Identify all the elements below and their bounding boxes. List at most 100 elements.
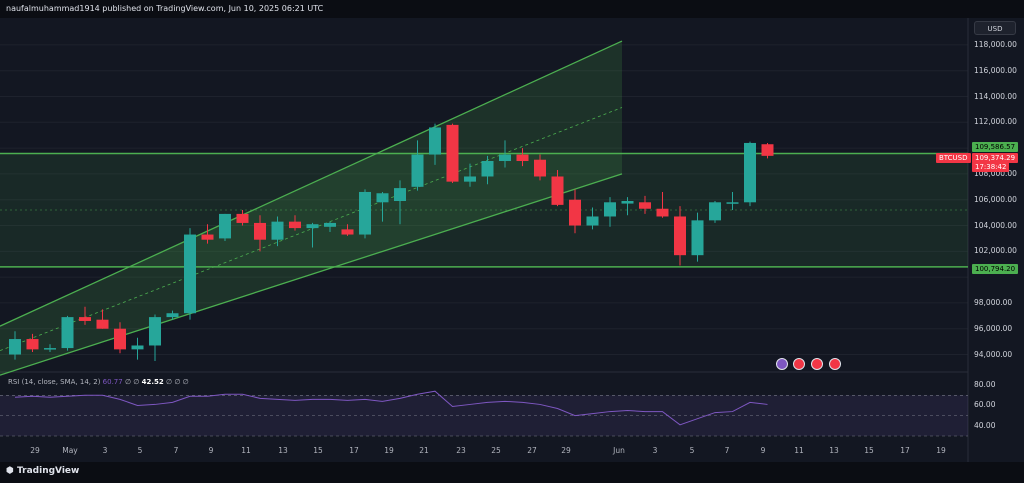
rsi-null-1: ∅ ∅: [124, 378, 140, 386]
candle-body: [709, 202, 721, 221]
candle-body: [569, 199, 581, 226]
brand-name: TradingView: [17, 466, 80, 476]
event-icon-3[interactable]: [811, 358, 823, 370]
price-label: 118,000.00: [974, 39, 1017, 49]
chart-bg: [0, 18, 968, 462]
ticker-tag: BTCUSD: [936, 153, 971, 163]
price-label: 98,000.00: [974, 297, 1013, 307]
currency-button[interactable]: USD: [974, 21, 1016, 35]
high-value: H110,348.61: [196, 20, 246, 29]
event-icon-1[interactable]: [776, 358, 788, 370]
candle-body: [149, 317, 161, 346]
candle-body: [656, 208, 669, 217]
candle-body: [621, 201, 634, 204]
time-label: 5: [137, 446, 143, 455]
time-label: 15: [313, 446, 323, 455]
countdown-tag: 17:38:42: [972, 162, 1010, 172]
candle-body: [551, 176, 564, 205]
price-label: 102,000.00: [974, 246, 1017, 256]
time-label: 19: [936, 446, 946, 455]
candle-body: [289, 221, 301, 229]
rsi-band: [0, 395, 968, 436]
time-label: 21: [419, 446, 429, 455]
time-label: 3: [102, 446, 108, 455]
publisher-bar: naufalmuhammad1914 published on TradingV…: [0, 0, 1024, 18]
candle-body: [446, 124, 459, 182]
ascending-channel: [0, 40, 623, 376]
rsi-title: RSI (14, close, SMA, 14, 2): [8, 378, 101, 386]
candle-body: [534, 159, 546, 177]
rsi-sma-value: 42.52: [141, 378, 164, 386]
candle-body: [9, 339, 21, 355]
channel-upper: [0, 40, 623, 327]
time-label: Jun: [613, 446, 625, 455]
time-label: 15: [864, 446, 874, 455]
candle-body: [184, 234, 196, 314]
candle-body: [236, 213, 249, 223]
candle-body: [639, 202, 651, 209]
candle-body: [411, 154, 424, 187]
time-label: 13: [278, 446, 288, 455]
time-label: 17: [900, 446, 910, 455]
channel-mid: [0, 107, 623, 352]
channel-fill: [0, 41, 622, 376]
candle-body: [604, 202, 616, 217]
candle-body: [674, 216, 686, 256]
price-label: 96,000.00: [974, 323, 1013, 333]
price-label: 112,000.00: [974, 117, 1017, 127]
close-value: C109,374.29: [305, 20, 354, 29]
rsi-panel: [0, 390, 968, 437]
candle-body: [96, 319, 109, 329]
candle-body: [516, 154, 529, 162]
open-value: O110,316.70: [141, 20, 191, 29]
rsi-legend: RSI (14, close, SMA, 14, 2) 60.77 ∅ ∅ 42…: [8, 378, 189, 386]
candle-body: [761, 144, 774, 156]
candle-body: [271, 221, 284, 240]
candles: [9, 123, 774, 361]
candle-body: [359, 191, 371, 235]
time-label: 5: [689, 446, 695, 455]
last-price-tag: 109,374.29: [972, 153, 1019, 163]
candle-body: [306, 224, 319, 229]
channel-lower: [0, 173, 623, 376]
event-icon-4[interactable]: [829, 358, 841, 370]
price-label: 104,000.00: [974, 220, 1017, 230]
time-label: 11: [241, 446, 251, 455]
rsi-axis-label: 60.00: [974, 400, 996, 410]
time-label: 27: [527, 446, 537, 455]
candle-body: [254, 222, 266, 240]
candle-body: [219, 213, 231, 239]
time-label: 11: [794, 446, 804, 455]
lower-level-tag: 100,794.20: [972, 264, 1019, 274]
time-label: 13: [829, 446, 839, 455]
rsi-null-2: ∅ ∅ ∅: [166, 378, 189, 386]
time-label: 3: [652, 446, 658, 455]
rsi-value: 60.77: [102, 378, 123, 386]
candle-body: [166, 313, 179, 318]
candle-body: [26, 339, 39, 350]
time-label: 23: [456, 446, 466, 455]
event-icon-2[interactable]: [793, 358, 805, 370]
range-zone: [0, 152, 968, 268]
time-label: 17: [349, 446, 359, 455]
candle-body: [114, 328, 126, 350]
tradingview-logo: ⬢ TradingView: [6, 466, 79, 476]
price-label: 106,000.00: [974, 194, 1017, 204]
rsi-axis-label: 80.00: [974, 380, 996, 390]
candle-body: [429, 127, 441, 155]
candle-body: [341, 229, 354, 235]
range-fill: [0, 153, 968, 267]
candle-body: [744, 142, 756, 203]
candle-body: [324, 222, 336, 227]
candle-body: [131, 345, 144, 350]
upper-level-tag: 109,586.57: [972, 142, 1019, 152]
footer: ⬢ TradingView: [0, 462, 1024, 483]
symbol-info: Bitcoin / U.S. Dollar · 1D · CRYPTO O110…: [8, 20, 431, 29]
time-label: 29: [30, 446, 40, 455]
candle-body: [726, 202, 739, 204]
time-label: 29: [561, 446, 571, 455]
time-label: 19: [384, 446, 394, 455]
price-label: 94,000.00: [974, 349, 1013, 359]
candle-body: [464, 176, 476, 182]
